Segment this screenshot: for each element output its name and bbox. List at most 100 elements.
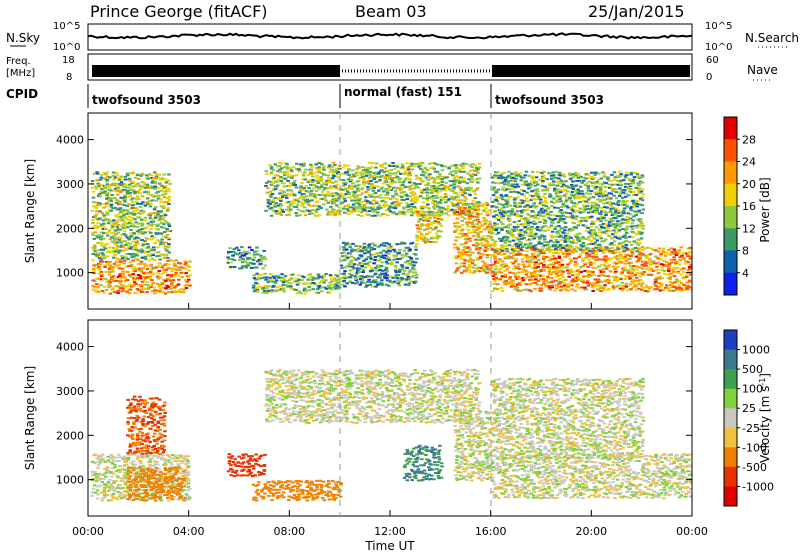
power-echo-cell — [313, 283, 317, 286]
power-echo-cell — [547, 269, 552, 272]
power-echo-cell — [451, 196, 455, 199]
power-echo-cell — [139, 248, 144, 251]
power-echo-cell — [271, 275, 276, 278]
power-echo-cell — [499, 194, 503, 197]
power-echo-cell — [486, 235, 490, 237]
power-echo-cell — [111, 225, 115, 228]
power-echo-cell — [150, 235, 154, 238]
power-echo-cell — [162, 207, 166, 210]
power-echo-cell — [90, 186, 95, 189]
power-echo-cell — [612, 207, 616, 210]
power-echo-cell — [549, 268, 553, 270]
power-echo-cell — [609, 197, 613, 200]
power-echo-cell — [403, 172, 407, 175]
power-echo-cell — [294, 289, 298, 291]
power-echo-cell — [535, 283, 539, 286]
power-echo-cell — [671, 285, 675, 288]
power-echo-cell — [276, 198, 281, 201]
power-echo-cell — [441, 206, 445, 209]
power-echo-cell — [535, 235, 540, 238]
power-echo-cell — [677, 289, 682, 291]
power-echo-cell — [288, 284, 292, 287]
power-echo-cell — [112, 182, 116, 185]
power-echo-cell — [297, 278, 302, 281]
power-echo-cell — [436, 229, 440, 232]
power-echo-cell — [288, 185, 292, 188]
power-echo-cell — [164, 181, 169, 184]
power-echo-cell — [433, 216, 437, 219]
power-echo-cell — [408, 277, 412, 280]
power-echo-cell — [551, 174, 556, 177]
power-echo-cell — [584, 249, 588, 252]
power-echo-cell — [315, 200, 320, 203]
power-echo-cell — [528, 194, 532, 197]
power-echo-cell — [540, 175, 545, 178]
power-echo-cell — [382, 170, 386, 173]
power-echo-cell — [533, 248, 537, 251]
power-echo-cell — [611, 190, 615, 192]
power-echo-cell — [487, 229, 491, 232]
power-echo-cell — [613, 235, 618, 238]
power-echo-cell — [390, 202, 394, 205]
power-echo-cell — [364, 168, 368, 171]
power-echo-cell — [402, 249, 407, 252]
power-echo-cell — [520, 189, 524, 191]
power-echo-cell — [500, 253, 504, 256]
power-echo-cell — [166, 207, 171, 210]
power-echo-cell — [406, 166, 410, 169]
power-echo-cell — [146, 191, 150, 193]
power-echo-cell — [443, 197, 447, 200]
power-echo-cell — [145, 247, 149, 250]
power-echo-cell — [442, 198, 446, 201]
power-echo-cell — [611, 286, 616, 289]
power-echo-cell — [572, 202, 576, 205]
power-echo-cell — [303, 292, 308, 295]
power-echo-cell — [658, 275, 663, 278]
power-echo-cell — [586, 284, 590, 287]
power-echo-cell — [141, 267, 145, 270]
power-echo-cell — [462, 265, 466, 268]
power-echo-cell — [288, 166, 293, 169]
power-echo-cell — [572, 280, 576, 283]
power-echo-cell — [642, 270, 647, 273]
power-echo-cell — [559, 174, 563, 177]
power-echo-cell — [419, 164, 423, 167]
power-echo-cell — [522, 244, 526, 247]
power-echo-cell — [459, 253, 463, 256]
power-echo-cell — [516, 205, 520, 208]
power-echo-cell — [415, 234, 419, 237]
power-echo-cell — [356, 210, 360, 213]
power-echo-cell — [597, 195, 602, 198]
power-echo-cell — [385, 178, 389, 181]
power-echo-cell — [271, 209, 276, 212]
power-echo-cell — [560, 181, 565, 184]
power-echo-cell — [554, 287, 559, 290]
power-echo-cell — [114, 260, 119, 263]
power-echo-cell — [476, 218, 480, 221]
power-echo-cell — [370, 183, 374, 185]
power-echo-cell — [309, 189, 314, 192]
power-echo-cell — [340, 267, 344, 269]
nave-label: Nave — [747, 63, 778, 77]
power-echo-cell — [300, 204, 304, 207]
power-echo-cell — [382, 249, 386, 252]
power-echo-cell — [435, 191, 440, 194]
power-echo-cell — [534, 278, 538, 281]
power-echo-cell — [641, 282, 645, 285]
power-echo-cell — [452, 246, 457, 249]
power-echo-cell — [394, 192, 398, 195]
power-echo-cell — [614, 262, 619, 265]
power-echo-cell — [547, 256, 552, 259]
power-echo-cell — [597, 231, 602, 234]
power-echo-cell — [163, 292, 168, 295]
power-echo-cell — [605, 246, 609, 249]
power-echo-cell — [315, 194, 319, 196]
power-echo-cell — [516, 196, 520, 199]
power-echo-cell — [497, 270, 502, 273]
power-echo-cell — [641, 253, 646, 256]
power-echo-cell — [533, 206, 537, 209]
power-echo-cell — [500, 263, 504, 266]
power-echo-cell — [456, 170, 460, 173]
power-echo-cell — [460, 198, 464, 201]
power-echo-cell — [136, 289, 141, 292]
